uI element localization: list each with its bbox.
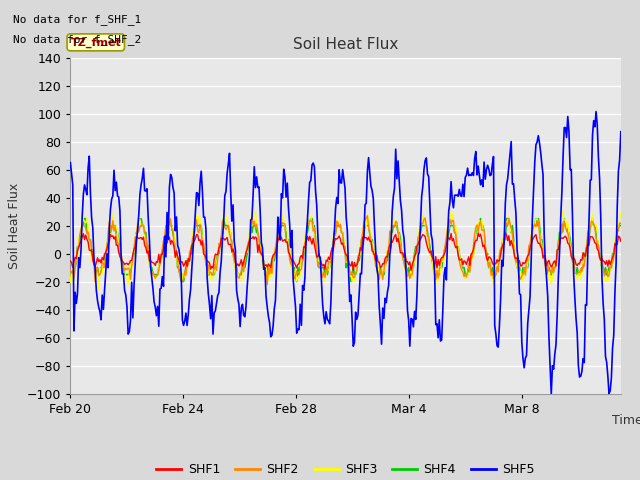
Title: Soil Heat Flux: Soil Heat Flux — [293, 37, 398, 52]
Text: No data for f_SHF_2: No data for f_SHF_2 — [13, 34, 141, 45]
Y-axis label: Soil Heat Flux: Soil Heat Flux — [8, 182, 22, 269]
X-axis label: Time: Time — [612, 414, 640, 427]
Text: TZ_fmet: TZ_fmet — [70, 37, 121, 48]
Legend: SHF1, SHF2, SHF3, SHF4, SHF5: SHF1, SHF2, SHF3, SHF4, SHF5 — [152, 458, 540, 480]
Text: No data for f_SHF_1: No data for f_SHF_1 — [13, 14, 141, 25]
